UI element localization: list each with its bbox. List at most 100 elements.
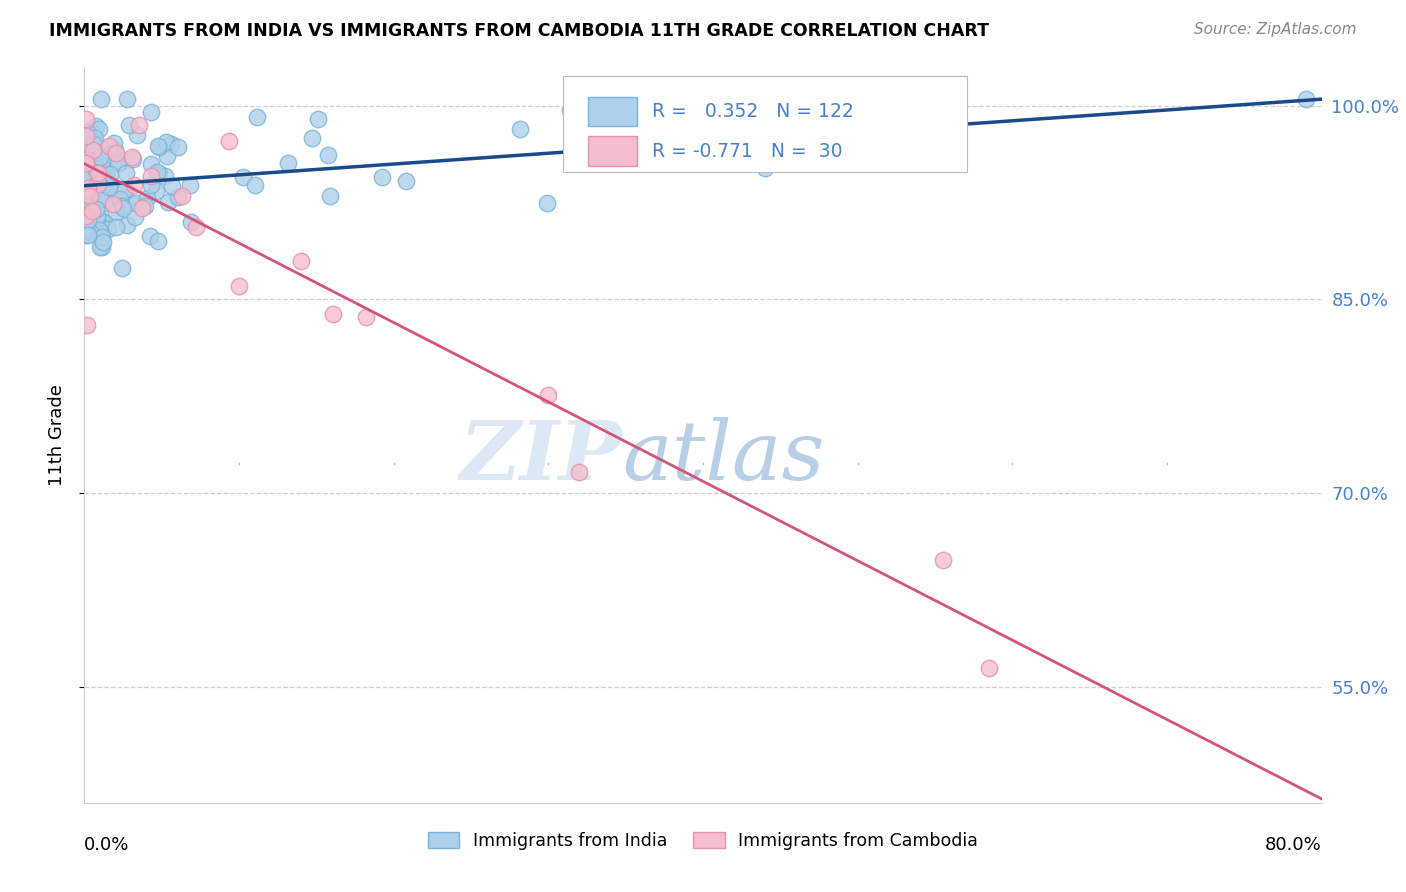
Point — [815, 144, 838, 158]
Point — [84, 202, 107, 216]
Text: 0.0%: 0.0% — [84, 836, 129, 854]
Point — [86, 210, 108, 224]
Point — [94, 167, 117, 181]
Point — [186, 220, 208, 235]
Point — [75, 209, 97, 223]
Point — [356, 310, 378, 324]
Point — [86, 211, 108, 226]
Point — [148, 140, 170, 154]
Point — [80, 199, 103, 213]
Point — [148, 234, 170, 248]
Point — [558, 103, 581, 117]
Point — [145, 184, 167, 198]
Point — [77, 167, 100, 181]
Point — [395, 174, 418, 188]
Point — [172, 189, 194, 203]
Text: IMMIGRANTS FROM INDIA VS IMMIGRANTS FROM CAMBODIA 11TH GRADE CORRELATION CHART: IMMIGRANTS FROM INDIA VS IMMIGRANTS FROM… — [49, 22, 990, 40]
Point — [105, 220, 128, 235]
Point — [245, 110, 267, 124]
Point — [76, 153, 98, 168]
Point — [134, 198, 156, 212]
Point — [75, 165, 97, 179]
Point — [316, 148, 339, 162]
Point — [122, 178, 145, 193]
Text: atlas: atlas — [623, 417, 825, 497]
Legend: Immigrants from India, Immigrants from Cambodia: Immigrants from India, Immigrants from C… — [420, 825, 986, 856]
Point — [754, 161, 776, 176]
Point — [277, 156, 299, 170]
Point — [121, 150, 143, 164]
Text: 80.0%: 80.0% — [1265, 836, 1322, 854]
Point — [103, 197, 125, 211]
Point — [75, 112, 97, 126]
Point — [370, 169, 392, 184]
Point — [290, 253, 312, 268]
Point — [97, 222, 120, 236]
Point — [148, 165, 170, 179]
Point — [139, 105, 162, 120]
Point — [105, 204, 128, 219]
Point — [83, 151, 105, 165]
Point — [98, 145, 121, 160]
Point — [80, 158, 103, 172]
Point — [672, 121, 695, 136]
Point — [107, 156, 129, 170]
Point — [121, 152, 143, 166]
Point — [80, 161, 103, 175]
Point — [568, 465, 591, 479]
Point — [91, 142, 114, 156]
Point — [131, 201, 153, 215]
Point — [107, 155, 129, 169]
Point — [180, 215, 202, 229]
Point — [87, 175, 110, 189]
Point — [139, 228, 162, 243]
Point — [90, 240, 112, 254]
Point — [139, 169, 162, 183]
Point — [117, 118, 139, 132]
Point — [83, 136, 105, 151]
Point — [75, 222, 97, 236]
Text: R = -0.771   N =  30: R = -0.771 N = 30 — [652, 142, 842, 161]
Point — [307, 112, 329, 127]
Point — [148, 139, 170, 153]
Point — [118, 194, 141, 209]
Point — [160, 179, 183, 194]
Point — [145, 165, 167, 179]
Point — [124, 210, 146, 224]
Point — [318, 189, 340, 203]
Point — [91, 186, 114, 200]
FancyBboxPatch shape — [564, 76, 966, 172]
Point — [136, 191, 159, 205]
Point — [537, 387, 560, 401]
Point — [509, 121, 531, 136]
Point — [97, 139, 120, 153]
Point — [83, 200, 105, 214]
Point — [111, 201, 134, 215]
Point — [96, 184, 118, 198]
Point — [536, 196, 558, 211]
Y-axis label: 11th Grade: 11th Grade — [48, 384, 66, 486]
Point — [75, 129, 97, 144]
Point — [94, 177, 117, 191]
FancyBboxPatch shape — [588, 136, 637, 166]
Point — [218, 134, 240, 148]
Point — [115, 166, 138, 180]
Point — [77, 212, 100, 227]
Point — [89, 190, 111, 204]
Point — [89, 223, 111, 237]
Point — [76, 181, 98, 195]
Point — [84, 161, 107, 175]
FancyBboxPatch shape — [588, 96, 637, 126]
Point — [156, 194, 179, 209]
Point — [89, 191, 111, 205]
Point — [80, 203, 103, 218]
Point — [90, 92, 112, 106]
Point — [141, 156, 163, 170]
Point — [108, 193, 131, 207]
Point — [846, 112, 869, 126]
Point — [115, 92, 138, 106]
Point — [128, 118, 150, 132]
Point — [75, 227, 97, 242]
Point — [104, 143, 127, 157]
Point — [301, 130, 323, 145]
